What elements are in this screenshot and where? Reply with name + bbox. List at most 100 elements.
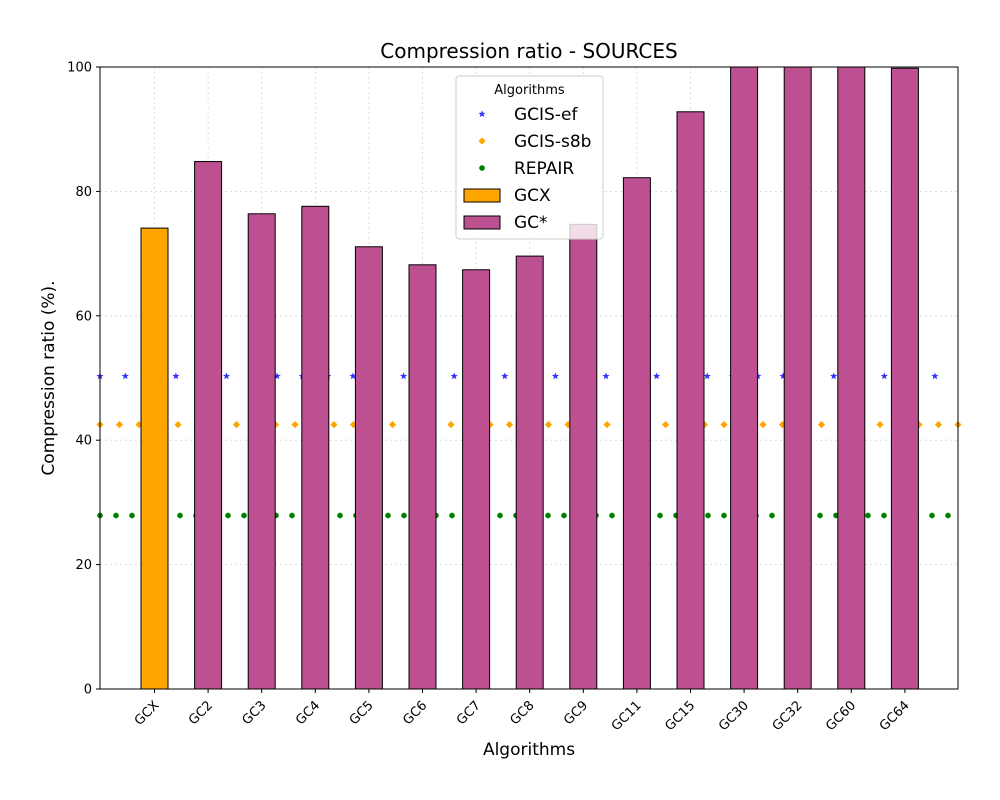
legend-marker [478,110,486,118]
star-marker-point [880,372,888,380]
diamond-marker-point [915,421,923,429]
legend: Algorithms GCIS-ef GCIS-s8b REPAIR GCX GC* [455,75,604,240]
bar-gc5 [354,246,383,690]
star-marker-point [501,372,509,380]
circle-marker-point [225,512,231,519]
circle-marker-point [449,512,455,519]
legend-swatch [463,215,501,230]
diamond-marker-point [447,421,455,429]
diamond-marker-point [388,421,397,429]
circle-marker-point [945,512,951,519]
diamond-marker-point [330,421,338,429]
legend-label: GCX [514,186,551,206]
circle-marker-point [177,512,183,519]
star-marker-point [779,372,787,380]
bar-gc7 [462,269,491,690]
y-tick-label: 0 [84,683,92,698]
circle-marker-point [385,512,391,519]
legend-item: GCX [463,186,551,206]
bar-gc2 [194,161,223,690]
bar-gc64 [890,67,919,690]
bar-gc3 [247,213,276,690]
bar-gc11 [622,177,651,690]
star-marker-point [652,372,661,380]
diamond-marker-point [564,421,572,429]
diamond-marker-point [174,421,182,429]
legend-label: GC* [514,213,548,233]
legend-label: GCIS-ef [514,105,578,125]
circle-marker-point [721,512,727,519]
star-marker-point [399,372,408,380]
star-marker-point [222,372,231,380]
legend-title: Algorithms [494,83,565,98]
circle-marker-point [817,512,823,519]
circle-marker-point [561,512,567,519]
circle-marker-point [113,512,119,519]
bar-gc6 [408,264,437,690]
circle-marker-point [657,512,663,519]
circle-marker-point [497,512,503,519]
star-marker-point [703,372,711,380]
circle-marker-point [289,512,295,519]
bar-series [140,66,919,690]
bar-gc60 [837,66,866,690]
bar-gc32 [783,66,812,690]
circle-marker-point [401,512,407,519]
diamond-marker-point [291,421,299,429]
legend-marker [478,137,486,145]
star-marker-point [450,372,458,380]
circle-marker-point [129,512,135,519]
star-marker-point [931,372,939,380]
legend-swatch [463,188,501,203]
y-tick-label: 20 [75,558,92,573]
y-axis-label: Compression ratio (%). [39,280,59,475]
plot-frame [99,66,959,690]
circle-marker-point [881,512,887,519]
circle-marker-point [241,512,247,519]
diamond-marker-point [135,421,143,429]
diamond-marker-point [934,421,943,429]
y-tick-label: 80 [75,185,92,200]
diamond-marker-point [817,421,826,429]
legend-item: GC* [463,213,548,233]
bar-gc4 [301,205,330,690]
bar-gc15 [676,111,705,690]
diamond-marker-point [115,421,124,429]
star-marker-point [830,372,838,380]
circle-marker-point [545,512,551,519]
legend-item: GCIS-s8b [478,132,591,152]
diamond-marker-point [603,421,611,429]
y-tick-label: 60 [75,309,92,324]
legend-label: GCIS-s8b [514,132,591,152]
star-marker-point [273,372,281,380]
star-marker-point [172,372,180,380]
chart-title: Compression ratio - SOURCES [380,39,677,63]
diamond-marker-point [661,421,670,429]
diamond-marker-point [876,421,884,429]
star-marker-point [121,372,129,380]
legend-marker [479,165,485,171]
diamond-marker-point [720,421,728,429]
diamond-marker-point [505,421,514,429]
y-tick-label: 100 [67,61,92,76]
star-marker-point [551,372,560,380]
diamond-marker-point [778,421,787,429]
circle-marker-point [609,512,615,519]
circle-marker-point [769,512,775,519]
circle-marker-point [705,512,711,519]
bar-gc30 [730,66,759,690]
y-tick-label: 40 [75,434,92,449]
legend-label: REPAIR [514,159,574,179]
bar-gc8 [515,255,544,690]
circle-marker-point [337,512,343,519]
circle-marker-point [929,512,935,519]
x-axis-label: Algorithms [483,740,575,760]
circle-marker-point [865,512,871,519]
diamond-marker-point [759,421,767,429]
bar-gcx [140,227,169,690]
bar-gc9 [569,223,598,690]
y-axis-ticks: 0 20 40 60 80 100 [67,61,100,698]
diamond-marker-point [232,421,241,429]
star-marker-point [602,372,610,380]
